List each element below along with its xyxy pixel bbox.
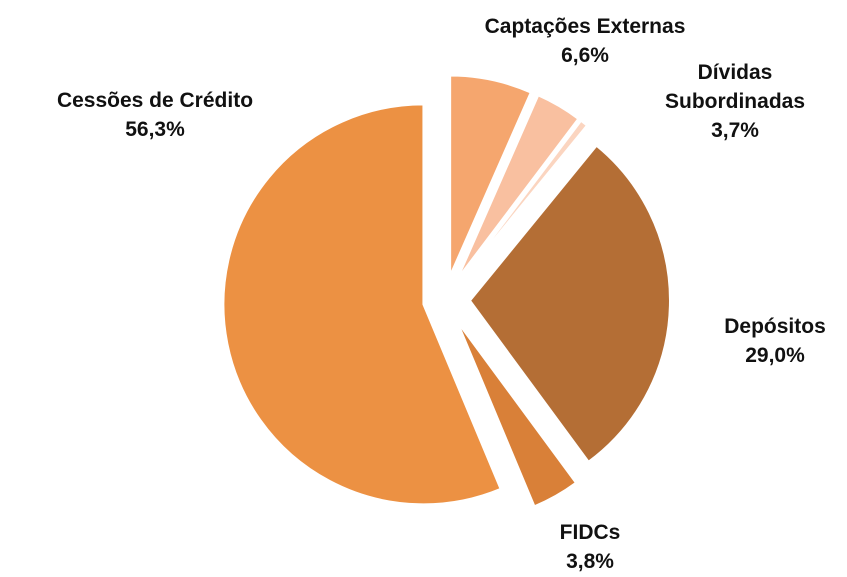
slice-label: Captações Externas 6,6% (435, 12, 735, 70)
slice-label: Depósitos 29,0% (675, 312, 847, 370)
category-label: FIDCs (559, 521, 621, 544)
pie-slice (222, 103, 502, 506)
category-label: Depósitos (724, 315, 826, 338)
category-label: Dívidas Subordinadas (664, 61, 806, 113)
slice-label: Cessões de Crédito 56,3% (5, 86, 305, 144)
pie-slice (449, 74, 533, 276)
category-label: Captações Externas (484, 15, 686, 38)
slice-label: FIDCs 3,8% (515, 518, 665, 576)
value-label: 3,8% (566, 550, 614, 573)
pie-slice (468, 144, 671, 464)
pie-slice (459, 119, 589, 281)
category-label: Cessões de Crédito (56, 89, 254, 112)
slice-label: Dívidas Subordinadas 3,7% (660, 58, 810, 145)
value-label: 6,6% (561, 44, 609, 67)
value-label: 29,0% (745, 344, 805, 367)
value-label: 3,7% (711, 119, 759, 142)
value-label: 56,3% (125, 118, 185, 141)
pie-slice (456, 94, 580, 280)
pie-slice (456, 321, 578, 508)
